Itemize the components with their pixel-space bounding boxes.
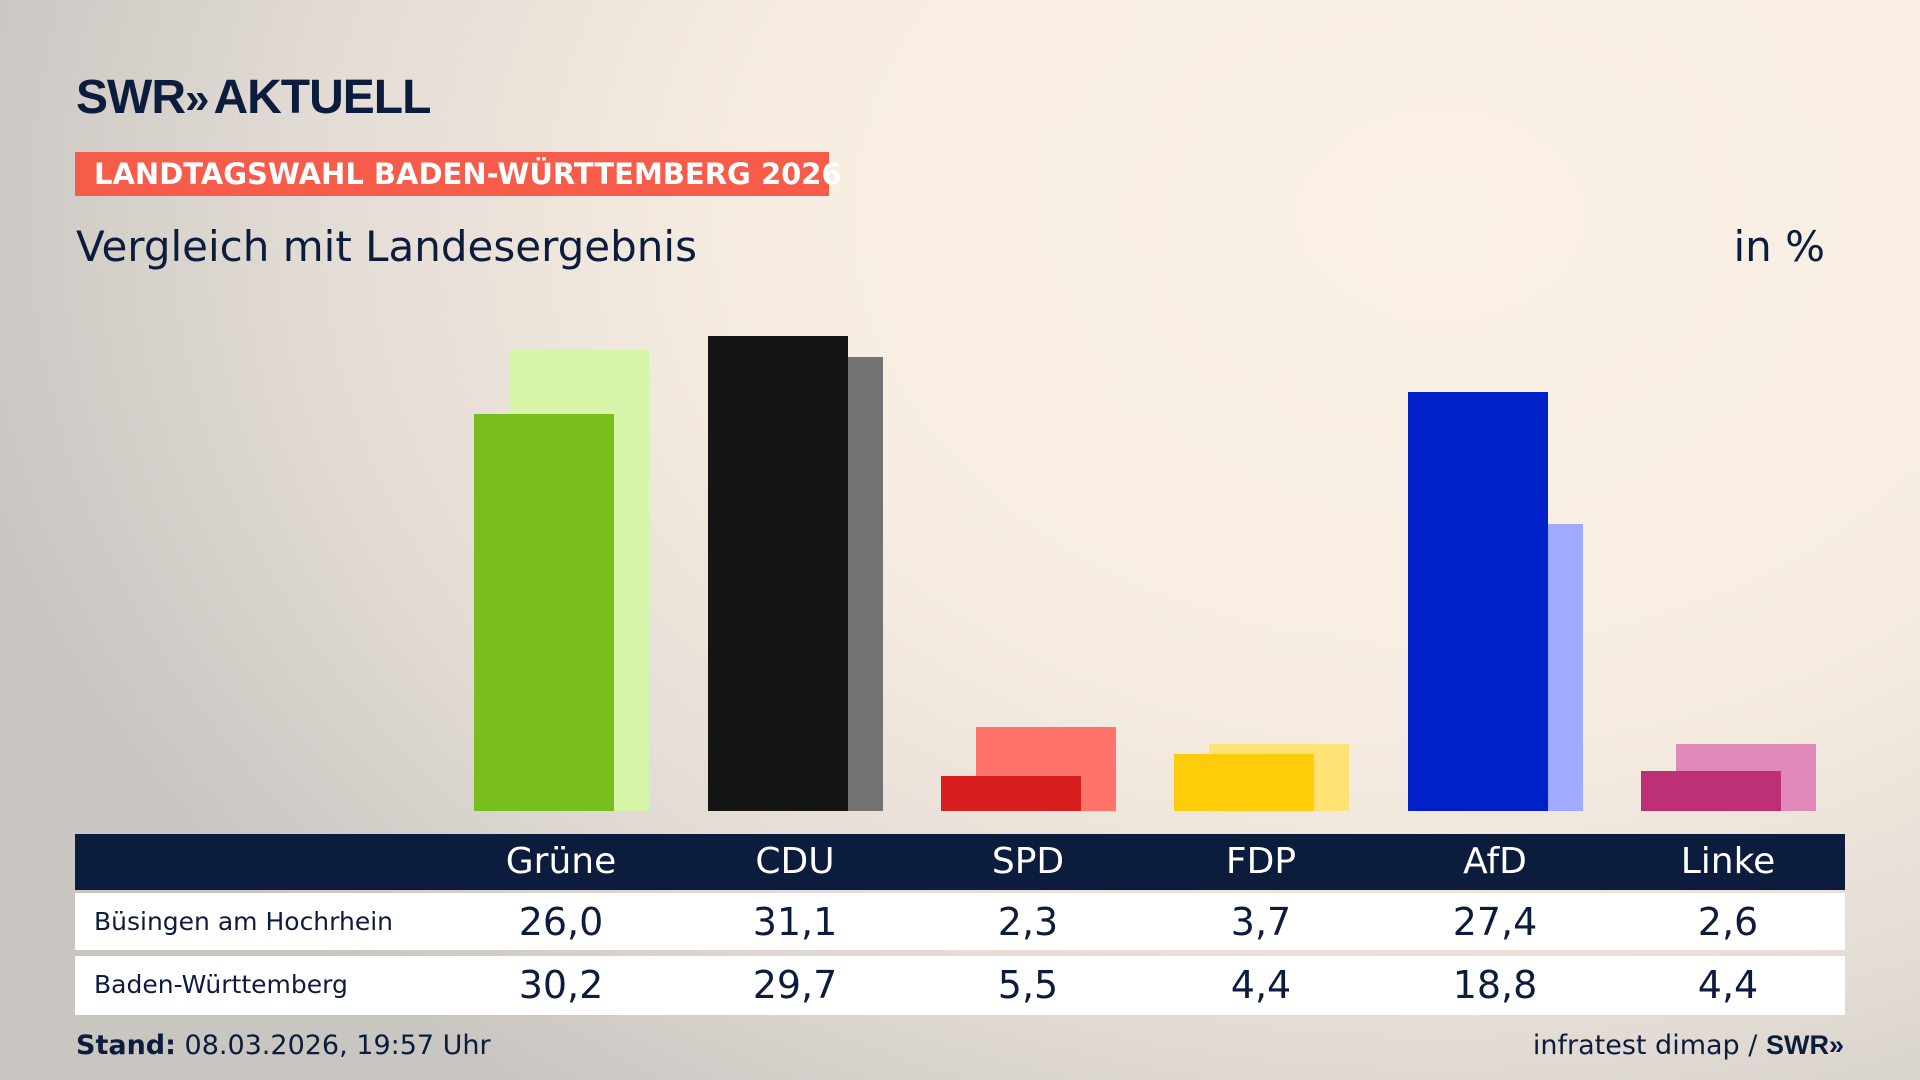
source: infratest dimap / SWR» xyxy=(1533,1030,1844,1061)
bar-chart xyxy=(474,335,1816,811)
bar-local-spd xyxy=(941,775,1081,811)
bar-local-grüne xyxy=(474,413,614,811)
bar-local-fdp xyxy=(1174,754,1314,811)
value-cell: 18,8 xyxy=(1452,963,1538,1007)
logo-aktuell: AKTUELL xyxy=(213,71,431,124)
election-banner: LANDTAGSWAHL BADEN-WÜRTTEMBERG 2026 xyxy=(75,152,842,196)
row-label: Büsingen am Hochrhein xyxy=(94,907,394,936)
value-cell: 5,5 xyxy=(997,963,1059,1007)
unit-label: in % xyxy=(1733,222,1825,271)
value-cell: 2,6 xyxy=(1697,900,1759,944)
value-cell: 3,7 xyxy=(1230,900,1292,944)
value-cell: 4,4 xyxy=(1230,963,1292,1007)
row-label: Baden-Württemberg xyxy=(94,970,348,999)
timestamp: Stand: 08.03.2026, 19:57 Uhr xyxy=(76,1030,491,1061)
bar-local-cdu xyxy=(708,335,848,811)
value-cell: 31,1 xyxy=(752,900,838,944)
swr-aktuell-logo: SWR» AKTUELL xyxy=(76,70,431,125)
source-text: infratest dimap / xyxy=(1532,1030,1758,1061)
source-brand: SWR xyxy=(1765,1030,1829,1060)
value-cell: 4,4 xyxy=(1697,963,1759,1007)
stand-label: Stand: xyxy=(76,1030,176,1061)
value-cell: 29,7 xyxy=(752,963,838,1007)
column-header: FDP xyxy=(1225,841,1297,882)
table-row-local: Büsingen am Hochrhein 26,0 31,1 2,3 3,7 27,4… xyxy=(75,893,1845,950)
bar-local-linke xyxy=(1641,771,1781,811)
column-header: SPD xyxy=(991,841,1065,882)
value-cell: 26,0 xyxy=(518,900,604,944)
stand-value: 08.03.2026, 19:57 Uhr xyxy=(184,1030,491,1061)
value-cell: 27,4 xyxy=(1452,900,1538,944)
column-header: Linke xyxy=(1680,841,1776,882)
table-row-state: Baden-Württemberg 30,2 29,7 5,5 4,4 18,8 4,4 xyxy=(75,956,1845,1015)
value-cell: 30,2 xyxy=(518,963,604,1007)
bar-local-afd xyxy=(1408,392,1548,811)
chart-subtitle: Vergleich mit Landesergebnis xyxy=(76,222,697,271)
table-header: Grüne CDU SPD FDP AfD Linke xyxy=(75,834,1845,890)
logo-swr: SWR xyxy=(76,71,186,124)
column-header: AfD xyxy=(1463,841,1527,882)
column-header: CDU xyxy=(755,841,835,882)
value-cell: 2,3 xyxy=(997,900,1059,944)
chevron-logo-icon: » xyxy=(1828,1030,1844,1060)
column-header: Grüne xyxy=(505,841,617,882)
